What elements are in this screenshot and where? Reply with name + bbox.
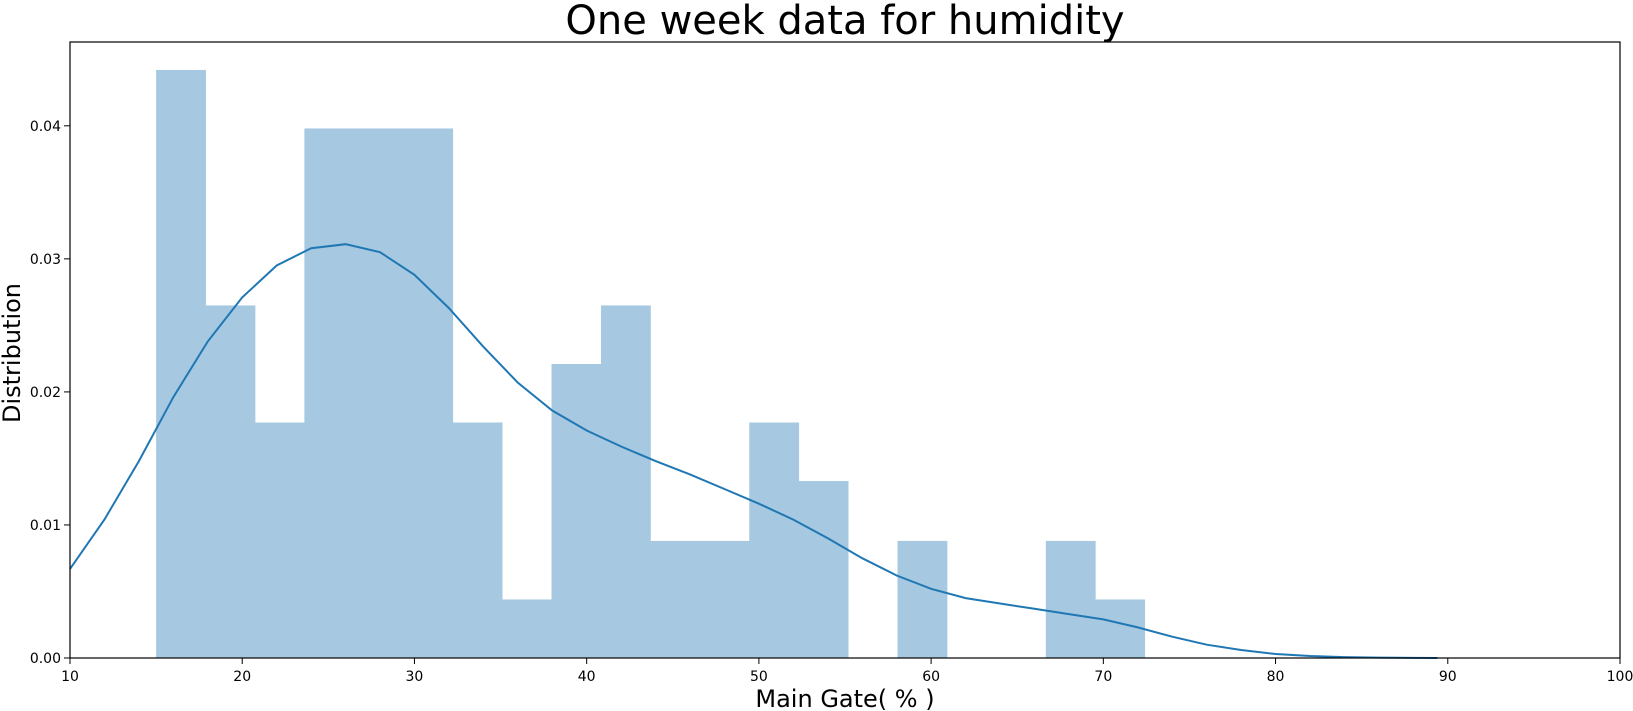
y-axis-ticks: 0.00 0.01 0.02 0.03 0.04: [30, 119, 70, 667]
y-axis-label: Distribution: [0, 283, 26, 423]
histogram-bar: [304, 128, 355, 658]
x-tick-label: 100: [1607, 669, 1633, 685]
histogram-bar: [353, 128, 404, 658]
y-tick-label: 0.02: [30, 385, 61, 401]
x-axis-label: Main Gate( % ): [755, 685, 934, 711]
histogram-bar: [1045, 540, 1096, 658]
histogram-bar: [1095, 599, 1146, 658]
x-tick-label: 10: [61, 669, 79, 685]
x-tick-label: 50: [750, 669, 768, 685]
histogram-bar: [699, 540, 750, 658]
histogram-bar: [551, 363, 602, 658]
histogram-bar: [156, 69, 206, 659]
x-tick-label: 20: [233, 669, 251, 685]
histogram-bar: [749, 422, 800, 658]
histogram-bar: [452, 422, 503, 658]
histogram-bar: [254, 422, 305, 658]
histogram-bar: [897, 540, 948, 658]
histogram-bar: [600, 305, 651, 658]
y-tick-label: 0.01: [30, 518, 61, 534]
histogram-bar: [502, 599, 552, 658]
x-tick-label: 30: [406, 669, 424, 685]
x-tick-label: 70: [1094, 669, 1112, 685]
y-tick-label: 0.04: [30, 119, 61, 135]
histogram-bar: [403, 128, 454, 658]
x-tick-label: 40: [578, 669, 596, 685]
x-tick-label: 90: [1439, 669, 1457, 685]
x-tick-label: 60: [922, 669, 940, 685]
y-tick-label: 0.03: [30, 252, 61, 268]
histogram-bar: [650, 540, 701, 658]
x-axis-ticks: 10 20 30 40 50 60 70 80 90 100: [61, 658, 1633, 685]
histogram-bars: [156, 69, 1146, 659]
x-tick-label: 80: [1267, 669, 1285, 685]
chart-title: One week data for humidity: [565, 0, 1124, 44]
y-tick-label: 0.00: [30, 651, 61, 667]
plot-frame: [69, 41, 1621, 659]
histogram-bar: [798, 481, 849, 658]
histogram-bar: [205, 305, 256, 658]
kde-density-line: [69, 243, 1438, 659]
